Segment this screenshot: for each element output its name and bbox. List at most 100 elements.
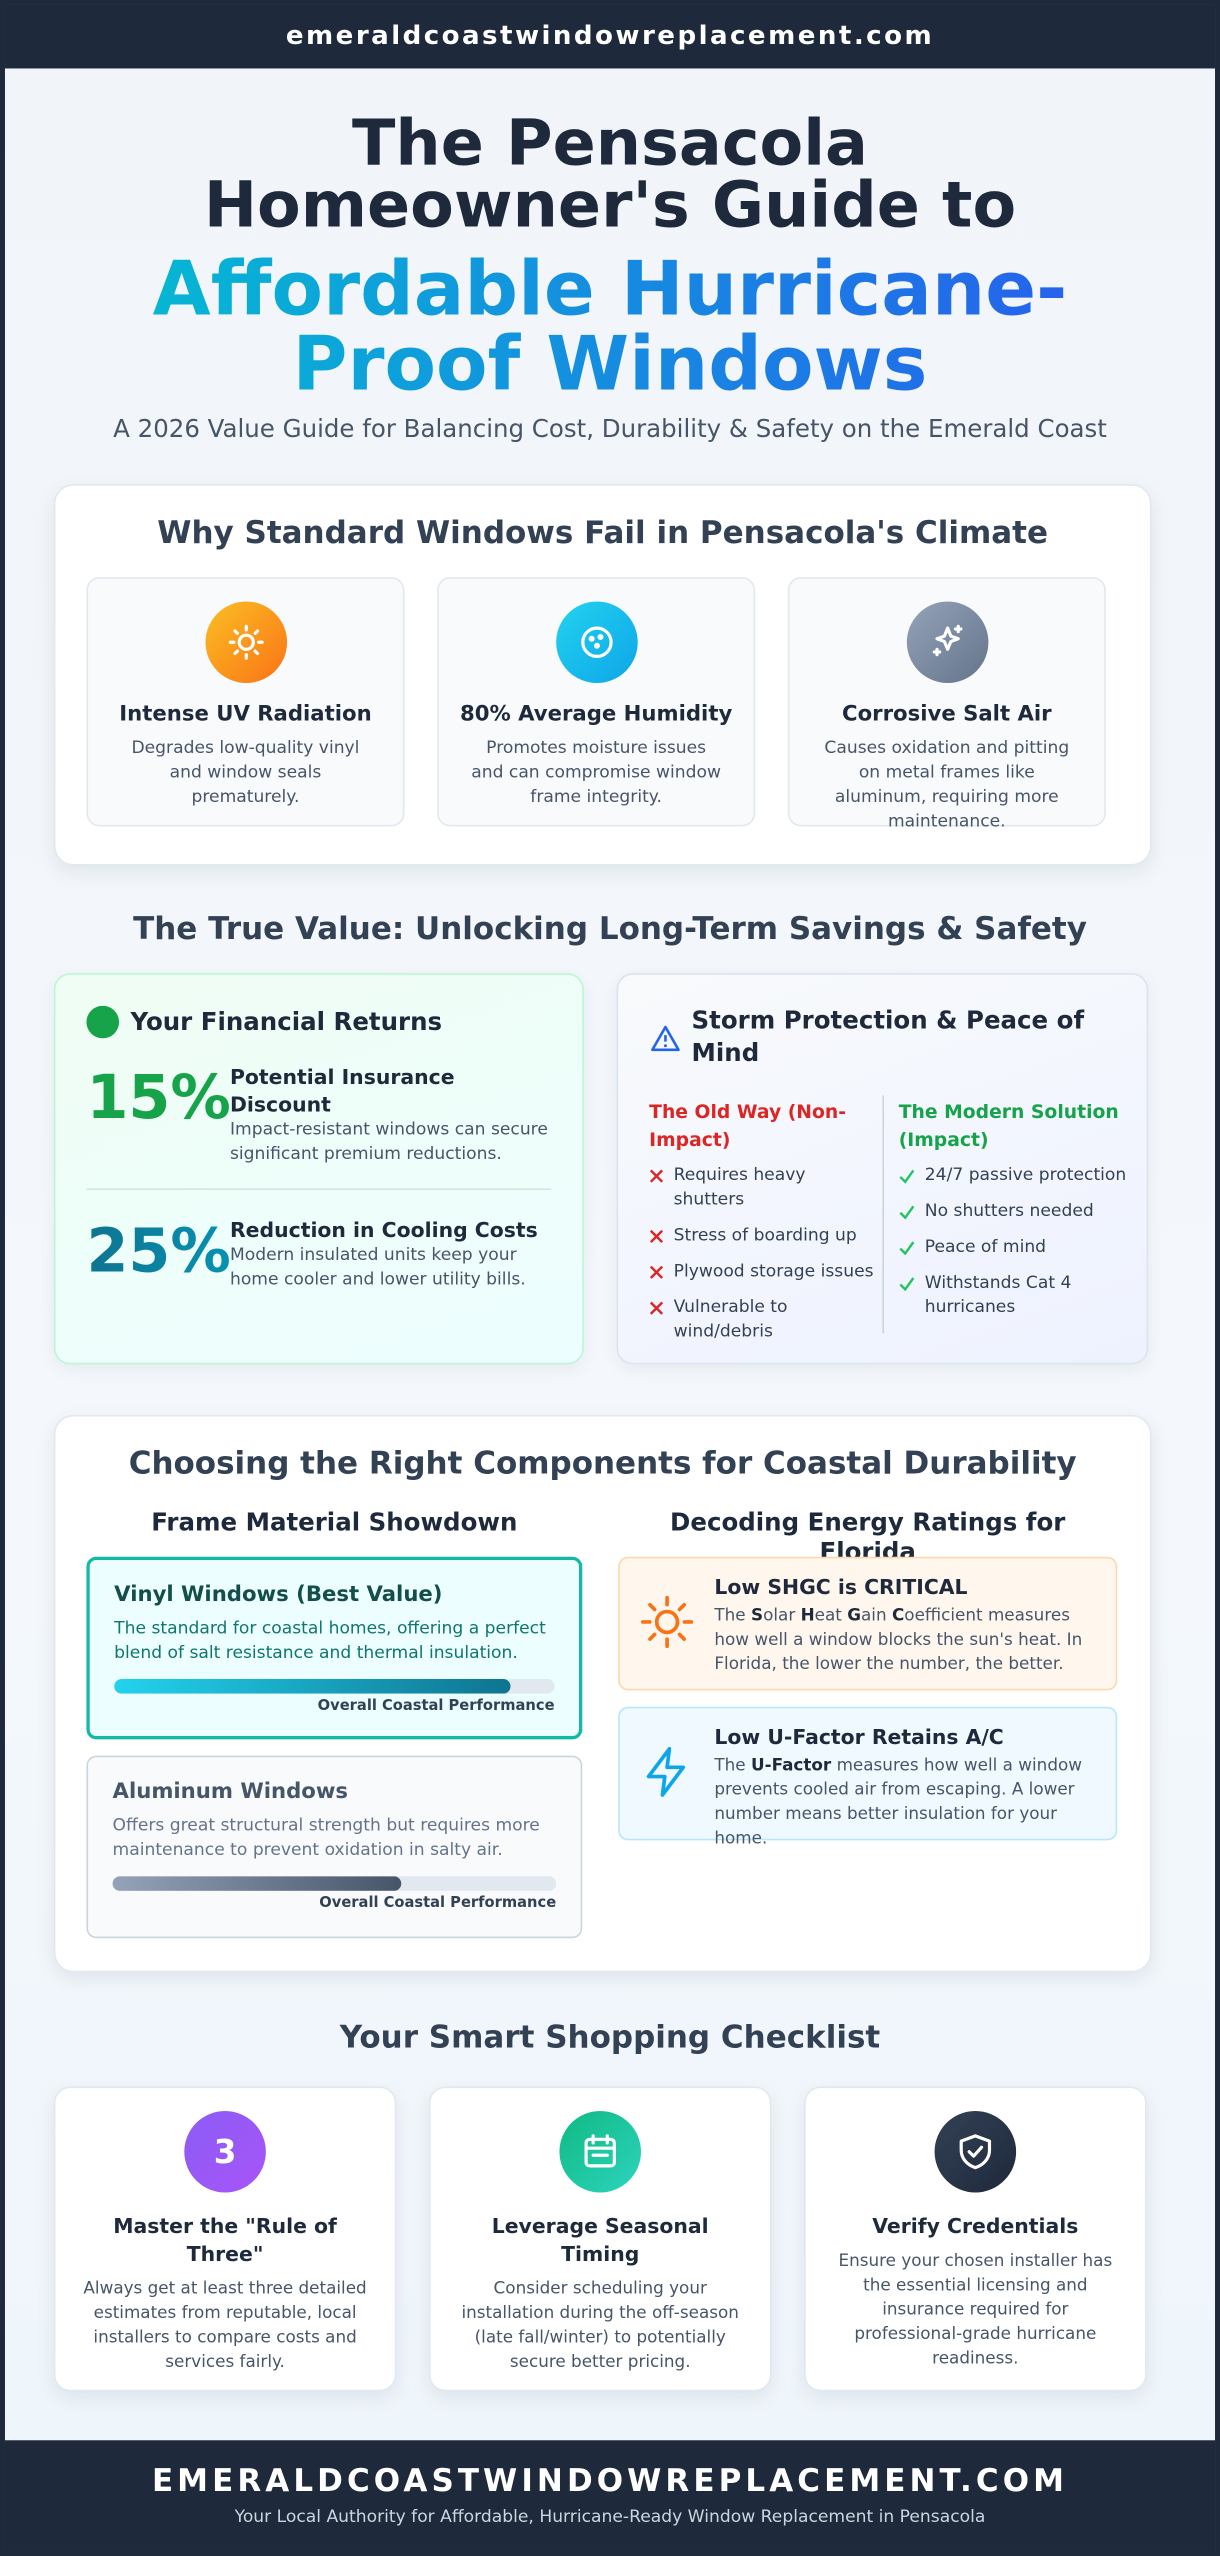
bar-fill <box>112 1876 401 1891</box>
desc-part: C <box>891 1605 905 1626</box>
stat-desc: Modern insulated units keep your home co… <box>229 1245 526 1290</box>
column-title: Decoding Energy Ratings for Florida <box>670 1507 1066 1567</box>
item-desc: Ensure your chosen installer has the ess… <box>838 2251 1113 2369</box>
stat-text: Potential Insurance Discount Impact-resis… <box>230 1063 559 1167</box>
section-title: Choosing the Right Components for Coasta… <box>128 1445 1077 1482</box>
checklist-item: Leverage Seasonal Timing Consider schedul… <box>428 2086 772 2392</box>
icon <box>959 2134 992 2170</box>
energy-desc: The Solar Heat Gain Coefficient measures… <box>714 1604 1096 1677</box>
list-item: Withstands Cat 4 hurricanes <box>899 1271 1127 1320</box>
material-title: Vinyl Windows (Best Value) <box>114 1582 443 1608</box>
energy-title: Low SHGC is CRITICAL <box>714 1574 968 1600</box>
item-desc: Degrades low-quality vinyl and window se… <box>131 738 360 807</box>
divider <box>882 1095 885 1334</box>
icon <box>227 624 263 660</box>
icon <box>899 1241 915 1256</box>
icon <box>899 1277 915 1292</box>
stat-value: 25% <box>86 1216 230 1293</box>
stat: 25% Reduction in Cooling Costs Modern insu… <box>86 1216 559 1293</box>
footer-domain: EMERALDCOASTWINDOWREPLACEMENT.COM <box>151 2463 1069 2499</box>
card-title: Storm Protection & Peace of Mind <box>691 1005 1085 1068</box>
footer: EMERALDCOASTWINDOWREPLACEMENT.COM Your L… <box>4 2440 1216 2552</box>
icon <box>649 1229 664 1244</box>
section-title: Why Standard Windows Fail in Pensacola's… <box>157 515 1049 551</box>
desc-part: S <box>750 1605 764 1626</box>
climate-item: 80% Average Humidity Promotes moisture is… <box>437 577 756 827</box>
icon: 3 <box>184 2110 266 2193</box>
item-desc: Promotes moisture issues and can comprom… <box>471 738 722 807</box>
material-card: Vinyl Windows (Best Value) The standard f… <box>86 1556 583 1740</box>
column-title: Frame Material Showdown <box>151 1507 518 1538</box>
card-title: Your Financial Returns <box>130 1007 443 1037</box>
climate-item: Corrosive Salt Air Causes oxidation and p… <box>787 577 1106 831</box>
stat-label: Reduction in Cooling Costs <box>229 1217 538 1243</box>
icon <box>931 624 962 657</box>
icon <box>86 1005 120 1039</box>
list-item: Requires heavy shutters <box>649 1164 877 1213</box>
desc-part: G <box>847 1605 862 1626</box>
list-item: Peace of mind <box>899 1236 1127 1260</box>
checklist-item: 3 Master the "Rule of Three" Always get at… <box>53 2086 397 2392</box>
icon <box>555 601 637 684</box>
checklist-item: Verify Credentials Ensure your chosen ins… <box>804 2086 1147 2392</box>
section-title: Your Smart Shopping Checklist <box>339 2019 881 2056</box>
item-title: Intense UV Radiation <box>119 702 372 728</box>
item-desc: Consider scheduling your installation du… <box>461 2278 739 2372</box>
climate-list: Intense UV Radiation Degrades low-quality… <box>86 577 1106 831</box>
icon <box>646 1746 686 1797</box>
material-desc: Offers great structural strength but req… <box>112 1815 540 1860</box>
energy-card: Low SHGC is CRITICAL The Solar Heat Gain … <box>618 1556 1118 1691</box>
stat-desc: Impact-resistant windows can secure sign… <box>229 1119 548 1164</box>
list-item: Plywood storage issues <box>649 1260 877 1284</box>
list-text: Requires heavy shutters <box>673 1165 806 1210</box>
list-text: Plywood storage issues <box>673 1261 874 1282</box>
list-text: Withstands Cat 4 hurricanes <box>924 1273 1072 1318</box>
bar-label: Overall Coastal Performance <box>319 1895 557 1913</box>
desc-part: eat <box>814 1605 848 1626</box>
energy-desc: The U-Factor measures how well a window … <box>714 1754 1096 1852</box>
item-title: Master the "Rule of Three" <box>113 2213 337 2266</box>
icon <box>649 1301 664 1315</box>
stat: 15% Potential Insurance Discount Impact-re… <box>86 1063 559 1167</box>
icon <box>906 601 988 684</box>
icon <box>580 626 612 658</box>
bar-fill <box>114 1679 511 1694</box>
desc-part: The <box>714 1605 751 1626</box>
item-desc: Causes oxidation and pitting on metal fr… <box>824 738 1070 832</box>
divider <box>86 1188 552 1190</box>
icon <box>899 1205 915 1220</box>
column-title: The Modern Solution (Impact) <box>898 1100 1119 1151</box>
column-title: The Old Way (Non-Impact) <box>649 1100 847 1151</box>
material-card: Aluminum Windows Offers great structural … <box>86 1755 583 1939</box>
bar-label: Overall Coastal Performance <box>317 1698 555 1715</box>
energy-title: Low U-Factor Retains A/C <box>714 1724 1004 1750</box>
hero: The Pensacola Homeowner's Guide to Affor… <box>5 68 1215 443</box>
list-text: Stress of boarding up <box>673 1225 857 1246</box>
hero-subtitle: A 2026 Value Guide for Balancing Cost, D… <box>113 414 1107 444</box>
desc-part: U-Factor <box>750 1755 832 1776</box>
badge: 3 <box>213 2132 237 2172</box>
stat-label: Potential Insurance Discount <box>229 1064 455 1117</box>
energy-card: Low U-Factor Retains A/C The U-Factor mea… <box>618 1706 1118 1849</box>
icon <box>934 2110 1017 2193</box>
desc-part: ain <box>861 1605 892 1626</box>
list-item: 24/7 passive protection <box>899 1164 1127 1188</box>
bar-track <box>112 1876 557 1891</box>
footer-tagline: Your Local Authority for Affordable, Hur… <box>234 2507 986 2527</box>
desc-part: olar <box>763 1605 801 1626</box>
climate-item: Intense UV Radiation Degrades low-quality… <box>86 577 405 827</box>
list-item: No shutters needed <box>899 1200 1127 1224</box>
item-desc: Always get at least three detailed estim… <box>83 2278 367 2372</box>
section-title: The True Value: Unlocking Long-Term Savi… <box>133 911 1087 948</box>
hero-title: The Pensacola Homeowner's Guide to <box>203 107 1017 243</box>
modern-way: The Modern Solution (Impact) 24/7 passiv… <box>899 1099 1127 1332</box>
icon <box>584 2134 616 2168</box>
desc-part: The <box>714 1755 751 1776</box>
material-desc: The standard for coastal homes, offering… <box>114 1618 546 1663</box>
stat-text: Reduction in Cooling Costs Modern insulat… <box>230 1216 559 1293</box>
list-text: Vulnerable to wind/debris <box>673 1297 788 1342</box>
list-item: Stress of boarding up <box>649 1224 877 1248</box>
icon <box>640 1595 694 1649</box>
item-title: Leverage Seasonal Timing <box>491 2213 709 2266</box>
